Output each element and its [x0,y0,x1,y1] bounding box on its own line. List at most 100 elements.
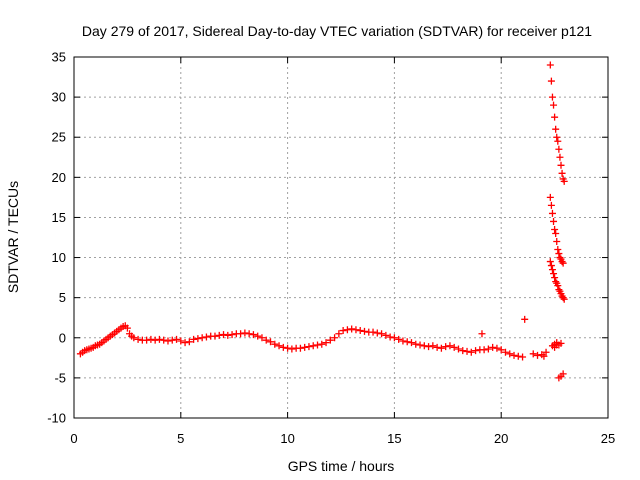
data-point [407,339,415,347]
data-point [514,352,522,360]
data-point [249,331,257,339]
data-point [318,340,326,348]
data-point [553,133,561,141]
data-point [288,345,296,353]
data-point [202,333,210,341]
data-point [542,348,550,356]
data-point [560,295,568,303]
data-point [540,352,548,360]
data-point [548,266,556,274]
plot-frame [73,56,609,419]
data-point [437,344,445,352]
y-tick-label: 25 [52,130,66,145]
data-point [395,335,403,343]
data-point [446,342,454,350]
data-point [237,330,245,338]
data-point [339,327,347,335]
data-point [271,340,279,348]
data-point [181,339,189,347]
data-point [493,344,501,352]
data-point [228,331,236,339]
data-point [220,331,228,339]
y-tick-label: 5 [59,290,66,305]
data-point [254,332,262,340]
data-point [519,353,527,361]
data-point [480,346,488,354]
data-point [420,342,428,350]
data-point [399,337,407,345]
data-point [284,344,292,352]
data-point [558,169,566,177]
data-point [326,336,334,344]
data-point [559,259,567,267]
y-axis-ticks: -10 -5 0 5 10 15 20 25 30 35 [47,50,608,426]
data-point [467,348,475,356]
x-axis-label: GPS time / hours [288,458,395,474]
data-point [548,209,556,217]
data-point [548,93,556,101]
data-point [558,258,566,266]
data-point [194,335,202,343]
data-point [301,343,309,351]
data-point [215,331,223,339]
data-point [164,337,172,345]
data-point [348,325,356,333]
data-point [559,294,567,302]
data-point [556,254,564,262]
data-point [185,338,193,346]
data-point [554,137,562,145]
data-point [314,341,322,349]
data-point [147,335,155,343]
data-point [412,340,420,348]
data-point [433,343,441,351]
data-point [360,327,368,335]
data-point [554,282,562,290]
data-point [552,229,560,237]
data-point [553,238,561,246]
data-point [322,339,330,347]
y-tick-label: 35 [52,50,66,65]
y-tick-label: -10 [47,411,66,426]
data-point [521,315,529,323]
data-point [560,177,568,185]
x-tick-label: 0 [70,431,77,446]
x-tick-label: 15 [387,431,401,446]
data-point [557,161,565,169]
data-point [245,330,253,338]
x-axis-ticks: 0 5 10 15 20 25 [70,57,615,446]
y-tick-label: 15 [52,210,66,225]
data-point [555,250,563,258]
data-point [501,348,509,356]
data-point [550,270,558,278]
data-point [296,344,304,352]
data-point [546,258,554,266]
x-tick-label: 10 [280,431,294,446]
data-point [463,347,471,355]
data-point [403,338,411,346]
y-axis-label: SDTVAR / TECUs [5,181,21,293]
y-tick-label: 20 [52,170,66,185]
data-point [425,343,433,351]
data-point [429,342,437,350]
data-point [557,339,565,347]
data-point [258,334,266,342]
data-point [160,336,168,344]
data-point [369,328,377,336]
data-point [552,278,560,286]
data-point [555,286,563,294]
data-point [559,370,567,378]
data-point [459,347,467,355]
data-point [373,329,381,337]
x-tick-label: 20 [494,431,508,446]
data-point [382,331,390,339]
data-point [551,274,559,282]
data-point [442,343,450,351]
data-point [556,153,564,161]
y-tick-label: 10 [52,250,66,265]
x-tick-label: 25 [601,431,615,446]
data-point [267,338,275,346]
data-point [547,201,555,209]
data-point [472,347,480,355]
data-point [198,334,206,342]
